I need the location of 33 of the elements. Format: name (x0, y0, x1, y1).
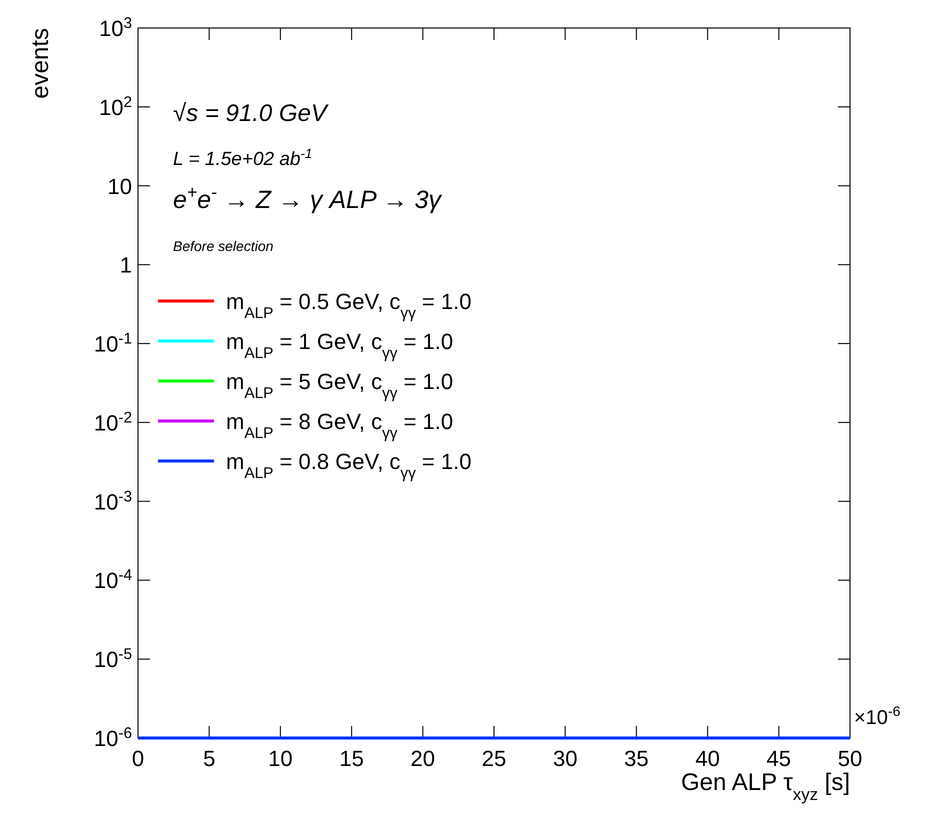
y-tick-label: 10$^{-5}$ (94, 646, 132, 672)
y-tick-label: 10$^{2}$ (98, 93, 132, 120)
y-tick-label: 10$^{-6}$ (94, 724, 132, 751)
y-tick-label: 10$^{-3}$ (94, 488, 132, 514)
annotation: √s = 91.0 GeV (173, 100, 329, 127)
y-tick-label: 10$^{3}$ (98, 14, 132, 41)
legend-label: m$_{ALP}$ = 5 GeV, c$_{γγ}$ = 1.0 (226, 369, 454, 402)
x-tick-label: 15 (339, 746, 364, 771)
y-tick-label: 10$^{-2}$ (94, 408, 132, 436)
x-tick-label: 35 (624, 746, 649, 771)
annotation: L = 1.5e+02 ab$^{-1}$ (173, 146, 312, 170)
legend-label: m$_{ALP}$ = 0.5 GeV, c$_{γγ}$ = 1.0 (226, 289, 472, 322)
x-tick-label: 45 (766, 746, 792, 771)
x-tick-label: 50 (838, 746, 862, 771)
legend-label: m$_{ALP}$ = 0.8 GeV, c$_{γγ}$ = 1.0 (226, 449, 472, 482)
y-tick-label: 10$^{-1}$ (94, 330, 132, 357)
annotation: Before selection (173, 238, 274, 254)
text: ×10$^{-6}$ (854, 703, 901, 729)
x-axis-title: Gen ALP τ$_{xyz}$ [s] (681, 769, 850, 804)
x-tick-label: 40 (695, 746, 720, 771)
annotation: e$^{+}$e$^{-}$ → Z → γ ALP → 3γ (173, 182, 442, 214)
legend-label: m$_{ALP}$ = 1 GeV, c$_{γγ}$ = 1.0 (226, 329, 454, 362)
x-tick-label: 0 (132, 746, 144, 771)
x-tick-label: 10 (268, 746, 293, 771)
y-axis-title: events (27, 28, 54, 99)
y-tick-label: 10$^{-4}$ (94, 566, 132, 594)
x-tick-label: 30 (552, 746, 578, 771)
x-tick-label: 20 (410, 746, 436, 771)
x-tick-label: 25 (482, 746, 506, 771)
y-tick-label: 10 (108, 174, 132, 199)
x-tick-label: 5 (203, 746, 216, 771)
legend-label: m$_{ALP}$ = 8 GeV, c$_{γγ}$ = 1.0 (226, 409, 454, 442)
y-tick-label: 1 (120, 252, 132, 278)
